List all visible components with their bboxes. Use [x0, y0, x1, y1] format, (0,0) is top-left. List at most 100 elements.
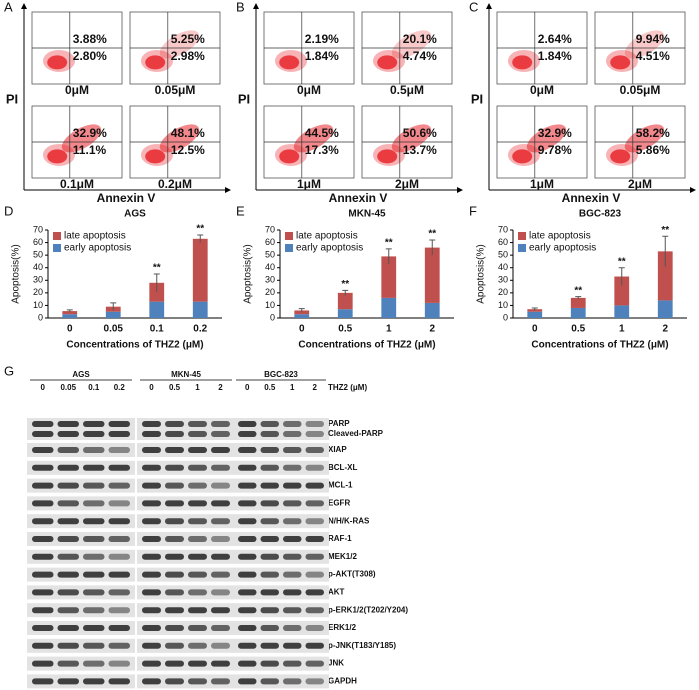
- x-tick-label: 0.1: [150, 324, 164, 335]
- blot-band: [305, 536, 324, 542]
- upper-right-percent: 48.1%: [171, 126, 205, 140]
- blot-band: [165, 607, 184, 614]
- blot-band: [32, 421, 54, 427]
- blot-band: [238, 464, 257, 471]
- blot-band: [83, 482, 105, 489]
- y-tick-label: 60: [265, 237, 275, 247]
- blot-band: [108, 571, 130, 578]
- cell-cloud: [391, 30, 432, 59]
- blot-band: [83, 607, 105, 614]
- blot-band: [238, 518, 257, 525]
- bar-segment: [424, 247, 440, 303]
- blot-band: [283, 447, 302, 453]
- blot-membrane: [137, 478, 235, 493]
- y-tick-label: 10: [498, 300, 508, 310]
- upper-right-percent: 58.2%: [636, 126, 670, 140]
- blot-band: [108, 431, 130, 437]
- blot-membrane: [27, 638, 135, 653]
- blot-band: [260, 553, 279, 560]
- blot-band: [142, 607, 161, 614]
- blot-membrane: [137, 603, 235, 618]
- blot-membrane: [137, 496, 235, 511]
- blot-band: [305, 553, 324, 560]
- blot-band: [238, 553, 257, 560]
- blot-membrane: [137, 674, 235, 689]
- legend-swatch: [518, 244, 526, 252]
- blot-band: [142, 482, 161, 489]
- lower-right-percent: 4.51%: [636, 49, 670, 63]
- chart-title: MKN-45: [348, 209, 386, 220]
- protein-label: p-JNK(T183/Y185): [328, 641, 396, 650]
- y-tick-label: 60: [498, 237, 508, 247]
- blot-band: [165, 431, 184, 437]
- x-axis-title: Concentrations of THZ2 (μM): [66, 340, 203, 351]
- dose-label: 0μM: [65, 83, 89, 97]
- blot-band: [142, 518, 161, 525]
- y-tick-label: 50: [265, 250, 275, 260]
- blot-band: [260, 678, 279, 685]
- blot-membrane: [27, 478, 135, 493]
- protein-label: Cleaved-PARP: [328, 429, 384, 438]
- blot-band: [165, 464, 184, 471]
- lower-right-percent: 1.84%: [538, 49, 572, 63]
- protein-label: MEK1/2: [328, 552, 357, 561]
- blot-band: [260, 464, 279, 471]
- y-axis-label: PI: [6, 91, 18, 106]
- blot-band: [165, 421, 184, 427]
- lower-right-percent: 1.84%: [305, 49, 339, 63]
- blot-band: [83, 589, 105, 596]
- lower-right-percent: 9.78%: [538, 143, 572, 157]
- blot-band: [305, 518, 324, 525]
- blot-band: [83, 518, 105, 525]
- bar-segment: [337, 292, 353, 310]
- blot-band: [142, 464, 161, 471]
- blot-membrane: [233, 478, 329, 493]
- cell-cloud: [279, 149, 300, 164]
- dose-label: 0: [245, 383, 250, 392]
- dose-label: 0.2μM: [158, 177, 192, 191]
- blot-band: [238, 421, 257, 427]
- blot-band: [32, 536, 54, 542]
- blot-band: [260, 536, 279, 542]
- significance-mark: **: [341, 279, 349, 290]
- cell-cloud: [624, 124, 665, 153]
- blot-band: [57, 421, 79, 427]
- bar-segment: [657, 251, 673, 301]
- blot-band: [165, 482, 184, 489]
- blot-band: [260, 431, 279, 437]
- blot-band: [283, 678, 302, 685]
- blot-membrane: [27, 603, 135, 618]
- cell-cloud: [159, 124, 200, 153]
- blot-membrane: [233, 674, 329, 689]
- dose-label: 1: [290, 383, 295, 392]
- blot-band: [142, 447, 161, 453]
- bar-segment: [614, 276, 630, 306]
- blot-band: [83, 625, 105, 631]
- blot-band: [108, 660, 130, 667]
- blot-band: [188, 678, 207, 685]
- blot-band: [32, 589, 54, 596]
- blot-band: [57, 660, 79, 667]
- y-tick-label: 40: [498, 262, 508, 272]
- blot-membrane: [137, 549, 235, 564]
- blot-band: [188, 421, 207, 427]
- blot-band: [305, 642, 324, 649]
- upper-right-percent: 2.19%: [305, 32, 339, 46]
- y-tick-label: 70: [498, 224, 508, 234]
- blot-membrane: [137, 514, 235, 529]
- blot-band: [32, 607, 54, 614]
- blot-band: [283, 553, 302, 560]
- x-axis-label: Annexin V: [562, 191, 621, 205]
- blot-band: [283, 421, 302, 427]
- legend-swatch: [285, 232, 293, 240]
- significance-mark: **: [153, 263, 161, 274]
- blot-band: [238, 660, 257, 667]
- blot-membrane: [233, 621, 329, 635]
- dose-label: 0.05: [60, 383, 76, 392]
- dose-label: 0.5μM: [390, 83, 424, 97]
- blot-band: [238, 536, 257, 542]
- blot-band: [305, 421, 324, 427]
- blot-band: [211, 642, 230, 649]
- blot-band: [108, 464, 130, 471]
- group-label: AGS: [72, 370, 90, 379]
